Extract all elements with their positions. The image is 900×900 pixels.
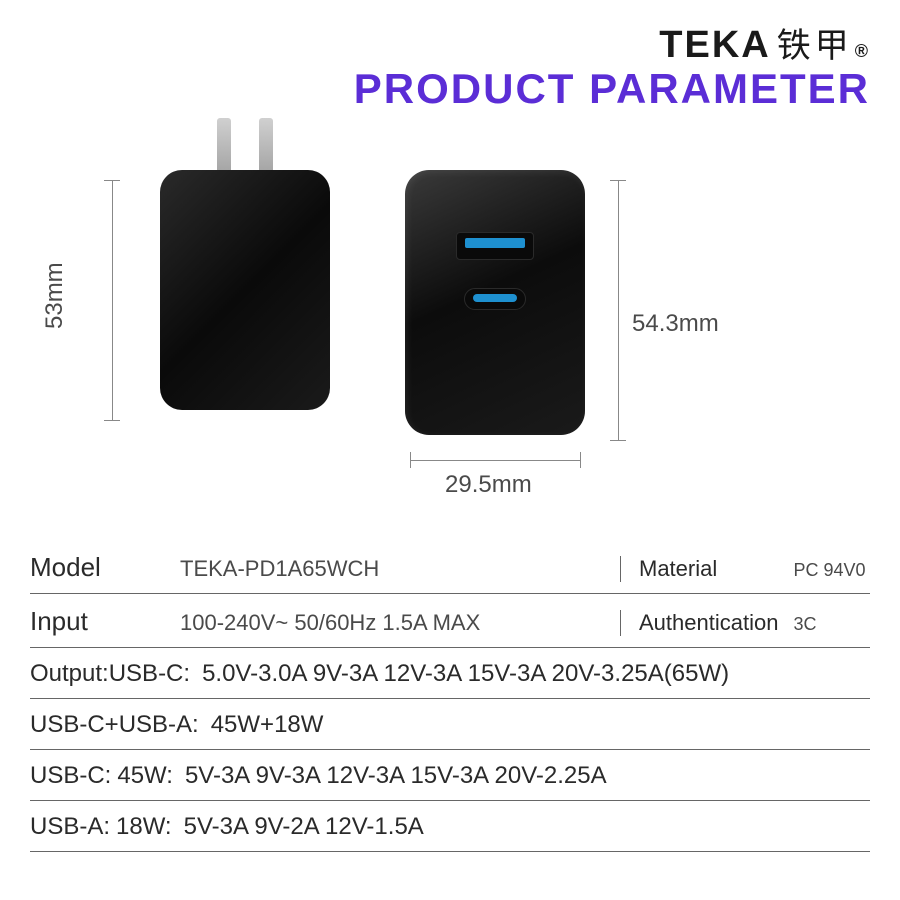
spec-value: 100-240V~ 50/60Hz 1.5A MAX xyxy=(180,610,480,636)
spec-label: Input xyxy=(30,606,180,637)
brand-logo: TEKA 铁甲 ® xyxy=(659,18,870,67)
spec-row-combo: USB-C+USB-A: 45W+18W xyxy=(30,699,870,750)
spec-value: 45W+18W xyxy=(211,711,324,739)
brand-en: TEKA xyxy=(659,24,770,67)
spec-table: Model TEKA-PD1A65WCH Material PC 94V0 In… xyxy=(30,540,870,852)
spec-label: Authentication xyxy=(639,610,789,636)
spec-label: USB-C: xyxy=(30,762,111,790)
dim-line-horizontal xyxy=(410,460,580,461)
charger-side-view xyxy=(160,170,330,410)
dim-line-vertical xyxy=(618,180,619,440)
spec-value: 5V-3A 9V-3A 12V-3A 15V-3A 20V-2.25A xyxy=(185,762,607,790)
dim-cap xyxy=(410,452,411,468)
spec-value: 5.0V-3.0A 9V-3A 12V-3A 15V-3A 20V-3.25A(… xyxy=(202,660,729,688)
brand-registered: ® xyxy=(855,41,870,62)
spec-row-usbc: USB-C: 45W: 5V-3A 9V-3A 12V-3A 15V-3A 20… xyxy=(30,750,870,801)
usb-c-port-icon xyxy=(464,288,526,310)
brand-cn: 铁甲 xyxy=(777,18,853,67)
spec-watts: 18W: xyxy=(116,813,172,841)
dim-height-label: 54.3mm xyxy=(632,310,719,338)
spec-label: Output:USB-C: xyxy=(30,660,190,688)
spec-label: USB-A: xyxy=(30,813,110,841)
spec-label: Material xyxy=(639,556,789,582)
spec-value: 5V-3A 9V-2A 12V-1.5A xyxy=(184,813,424,841)
dim-cap xyxy=(104,420,120,421)
dim-cap xyxy=(104,180,120,181)
spec-value: TEKA-PD1A65WCH xyxy=(180,556,379,582)
page-title: PRODUCT PARAMETER xyxy=(354,65,870,113)
charger-prongs xyxy=(217,118,273,178)
spec-auth: Authentication 3C xyxy=(620,610,870,636)
spec-label: USB-C+USB-A: xyxy=(30,711,199,739)
charger-front-view xyxy=(405,170,585,435)
product-illustration: 53mm 54.3mm 29.5mm xyxy=(50,135,850,525)
prong-icon xyxy=(259,118,273,178)
spec-row-input: Input 100-240V~ 50/60Hz 1.5A MAX Authent… xyxy=(30,594,870,648)
spec-material: Material PC 94V0 xyxy=(620,556,870,582)
prong-icon xyxy=(217,118,231,178)
spec-value: PC 94V0 xyxy=(793,560,865,580)
spec-watts: 45W: xyxy=(117,762,173,790)
spec-row-output: Output:USB-C: 5.0V-3.0A 9V-3A 12V-3A 15V… xyxy=(30,648,870,699)
spec-value: 3C xyxy=(793,614,816,634)
spec-row-model: Model TEKA-PD1A65WCH Material PC 94V0 xyxy=(30,540,870,594)
dim-line-vertical xyxy=(112,180,113,420)
dim-cap xyxy=(580,452,581,468)
header: TEKA 铁甲 ® PRODUCT PARAMETER xyxy=(354,18,870,113)
spec-label: Model xyxy=(30,552,180,583)
charger-body xyxy=(405,170,585,435)
usb-a-port-icon xyxy=(456,232,534,260)
dim-depth-label: 53mm xyxy=(41,262,69,329)
dim-cap xyxy=(610,180,626,181)
dim-cap xyxy=(610,440,626,441)
dim-width-label: 29.5mm xyxy=(445,471,532,499)
spec-row-usba: USB-A: 18W: 5V-3A 9V-2A 12V-1.5A xyxy=(30,801,870,852)
charger-body xyxy=(160,170,330,410)
